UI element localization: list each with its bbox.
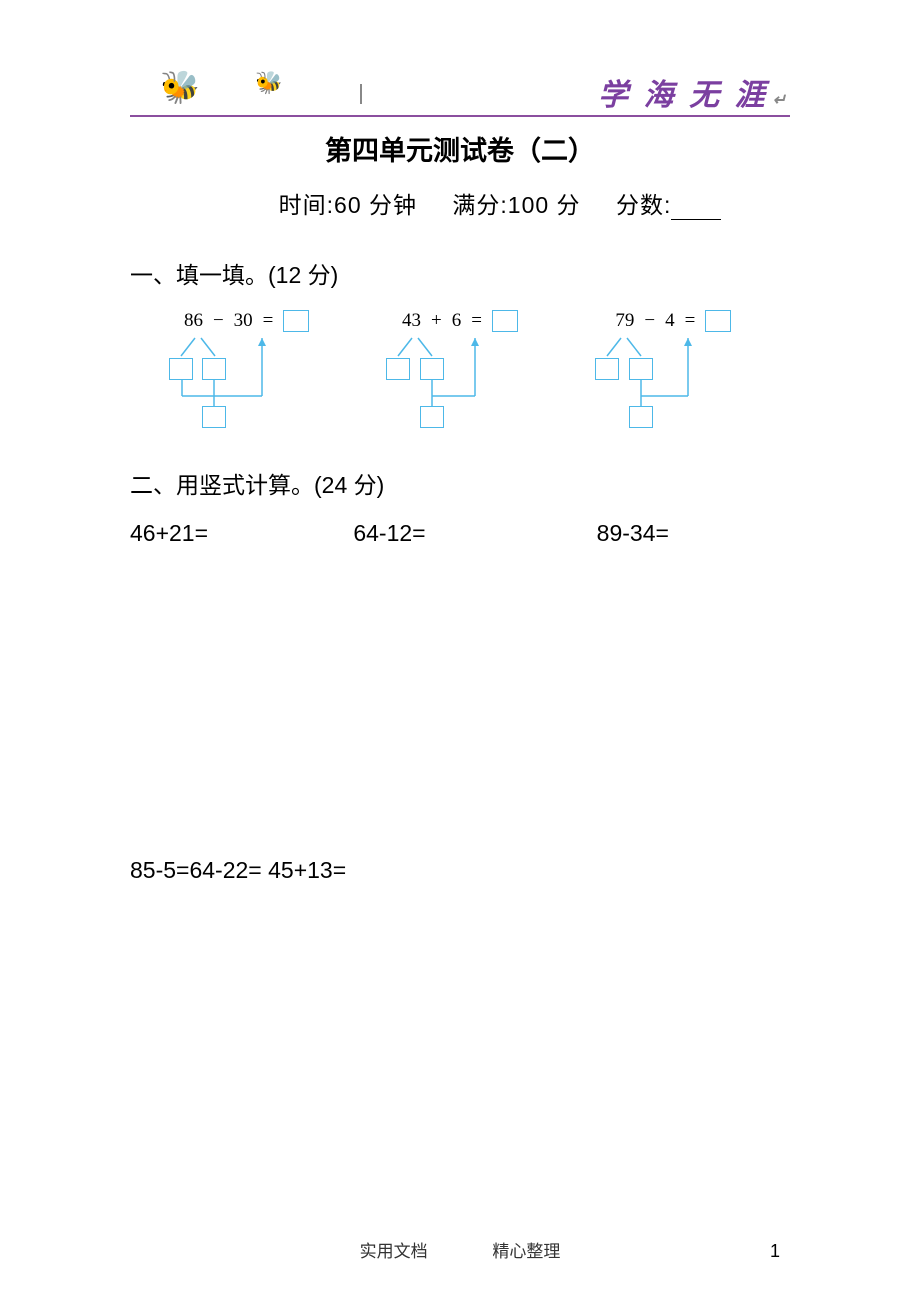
expression-line: 79 − 4 = bbox=[573, 310, 773, 332]
operand-2: 4 bbox=[665, 310, 675, 332]
header-underline bbox=[130, 115, 790, 117]
decomp-box bbox=[420, 406, 444, 428]
footer-right-text: 精心整理 bbox=[492, 1237, 560, 1262]
operand-1: 79 bbox=[615, 310, 634, 332]
branch-diagram bbox=[573, 336, 773, 431]
header-decoration: 🐝 🐝 学 海 无 涯↵ bbox=[130, 60, 790, 115]
branch-lines-svg bbox=[360, 336, 560, 431]
result-box bbox=[283, 310, 309, 332]
calligraphy-text: 学 海 无 涯 bbox=[598, 79, 769, 112]
decomp-box bbox=[629, 406, 653, 428]
document-title: 第四单元测试卷（二） bbox=[130, 129, 790, 168]
decomp-box bbox=[202, 358, 226, 380]
result-box bbox=[705, 310, 731, 332]
decomp-box bbox=[169, 358, 193, 380]
decomp-box bbox=[629, 358, 653, 380]
math-problem: 64-12= bbox=[323, 520, 546, 547]
problems-row-1: 46+21= 64-12= 89-34= bbox=[130, 520, 790, 547]
section-1-title: 一、填一填。(12 分) bbox=[130, 256, 790, 290]
equals-sign: = bbox=[685, 310, 696, 332]
operator: − bbox=[213, 310, 224, 332]
operand-1: 86 bbox=[184, 310, 203, 332]
equals-sign: = bbox=[471, 310, 482, 332]
footer-left-text: 实用文档 bbox=[360, 1237, 428, 1262]
score-blank-line bbox=[671, 219, 721, 220]
time-label: 时间:60 分钟 bbox=[279, 186, 417, 220]
operator: + bbox=[431, 310, 442, 332]
decomp-box bbox=[202, 406, 226, 428]
problems-row-2: 85-5=64-22= 45+13= bbox=[130, 857, 790, 884]
document-page: 🐝 🐝 学 海 无 涯↵ 第四单元测试卷（二） 时间:60 分钟 满分:100 … bbox=[0, 0, 920, 884]
operand-1: 43 bbox=[402, 310, 421, 332]
math-problem: 89-34= bbox=[547, 520, 790, 547]
decomposition-diagrams-row: 86 − 30 = bbox=[130, 310, 790, 430]
header-calligraphy-text: 学 海 无 涯↵ bbox=[598, 70, 790, 114]
score-label: 分数: bbox=[616, 186, 721, 220]
bee-icon: 🐝 bbox=[160, 68, 200, 106]
exam-meta-line: 时间:60 分钟 满分:100 分 分数: bbox=[130, 186, 790, 220]
operand-2: 6 bbox=[452, 310, 462, 332]
decomposition-diagram: 86 − 30 = bbox=[147, 310, 347, 430]
equals-sign: = bbox=[263, 310, 274, 332]
decomp-box bbox=[386, 358, 410, 380]
bee-icon: 🐝 bbox=[255, 70, 282, 96]
decomp-box bbox=[420, 358, 444, 380]
full-score-label: 满分:100 分 bbox=[452, 186, 580, 220]
result-box bbox=[492, 310, 518, 332]
branch-diagram bbox=[360, 336, 560, 431]
decomp-box bbox=[595, 358, 619, 380]
branch-diagram bbox=[147, 336, 347, 431]
math-problem: 46+21= bbox=[130, 520, 323, 547]
page-footer: 实用文档 精心整理 bbox=[0, 1237, 920, 1262]
section-2-title: 二、用竖式计算。(24 分) bbox=[130, 466, 790, 500]
branch-lines-svg bbox=[147, 336, 347, 431]
operand-2: 30 bbox=[234, 310, 253, 332]
return-mark-icon: ↵ bbox=[773, 92, 790, 109]
expression-line: 43 + 6 = bbox=[360, 310, 560, 332]
decomposition-diagram: 79 − 4 = bbox=[573, 310, 773, 430]
score-text: 分数: bbox=[616, 192, 671, 218]
vertical-divider bbox=[360, 84, 362, 104]
decomposition-diagram: 43 + 6 = bbox=[360, 310, 560, 430]
page-number: 1 bbox=[770, 1241, 780, 1262]
branch-lines-svg bbox=[573, 336, 773, 431]
operator: − bbox=[644, 310, 655, 332]
expression-line: 86 − 30 = bbox=[147, 310, 347, 332]
